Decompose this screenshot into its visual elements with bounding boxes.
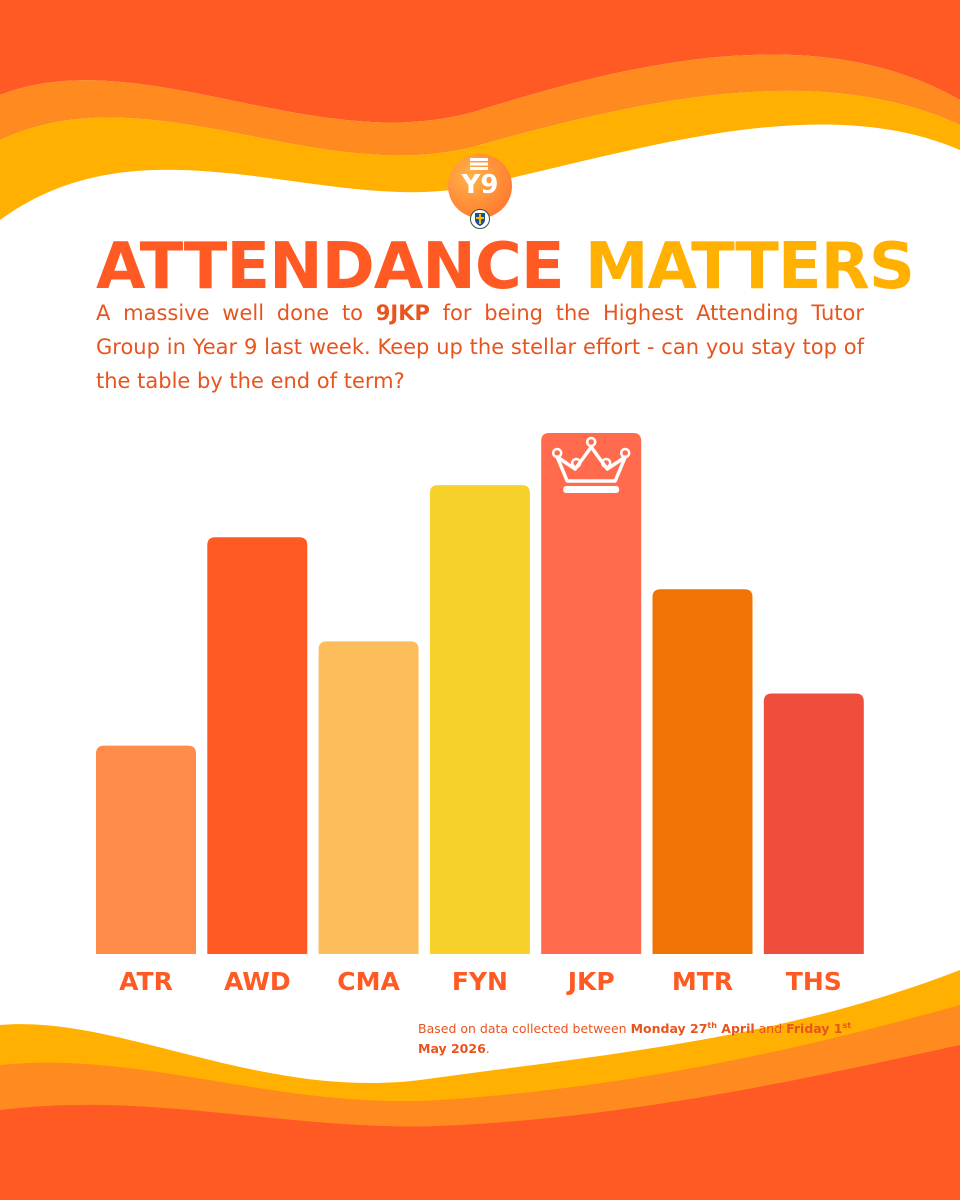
top-wave-mid xyxy=(0,54,960,156)
bar-fyn xyxy=(429,485,530,954)
footnote-between: and xyxy=(754,1021,787,1037)
x-label-cma: CMA xyxy=(337,967,400,996)
headline-attendance: ATTENDANCE xyxy=(96,230,565,304)
bar-ths xyxy=(763,693,864,954)
x-label-mtr: MTR xyxy=(672,967,733,996)
flag-icon xyxy=(470,158,488,170)
x-label-ths: THS xyxy=(786,967,842,996)
top-wave-dark xyxy=(0,0,960,123)
data-footnote: Based on data collected between Monday 2… xyxy=(418,1016,864,1059)
bottom-wave-dark xyxy=(0,1045,960,1200)
footnote-end-date: Friday 1st May 2026 xyxy=(418,1021,852,1057)
intro-highlight: 9JKP xyxy=(375,301,430,325)
intro-before: A massive well done to xyxy=(96,301,376,325)
footnote-start-date: Monday 27th April xyxy=(630,1021,755,1037)
bottom-wave-decoration xyxy=(0,970,960,1200)
x-label-atr: ATR xyxy=(119,967,173,996)
bar-cma xyxy=(318,641,419,954)
year-9-logo: Y9 xyxy=(446,152,514,232)
intro-after: for being the Highest Attending Tutor Gr… xyxy=(96,301,865,393)
logo-text: Y9 xyxy=(461,170,499,200)
footnote-suffix: . xyxy=(485,1041,490,1057)
x-label-awd: AWD xyxy=(224,967,291,996)
bar-mtr xyxy=(652,589,753,954)
crown-icon xyxy=(551,436,631,493)
bar-awd xyxy=(207,537,308,954)
headline: ATTENDANCE MATTERS xyxy=(96,228,915,306)
headline-matters: MATTERS xyxy=(584,230,915,304)
footnote-prefix: Based on data collected between xyxy=(418,1021,631,1037)
bar-atr xyxy=(96,745,196,954)
bar-jkp xyxy=(541,433,642,954)
school-crest-icon xyxy=(470,209,490,229)
x-label-fyn: FYN xyxy=(452,967,508,996)
x-label-jkp: JKP xyxy=(566,967,615,996)
intro-paragraph: A massive well done to 9JKP for being th… xyxy=(96,296,864,398)
